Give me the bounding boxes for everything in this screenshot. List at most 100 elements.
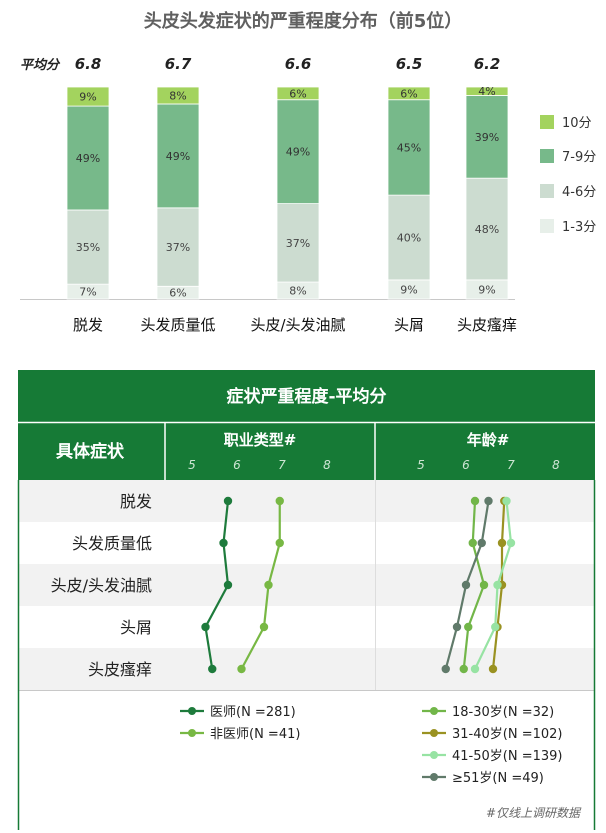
panel-title: 年龄# xyxy=(467,431,510,449)
bar-segment xyxy=(465,95,509,179)
data-label: 8% xyxy=(289,285,306,298)
header-band xyxy=(18,422,595,480)
series-point xyxy=(275,496,284,506)
series-point xyxy=(488,664,498,674)
series-point xyxy=(477,538,486,548)
series-point xyxy=(484,496,493,506)
x-tick-label: 7 xyxy=(507,458,515,472)
series-point xyxy=(470,664,480,674)
row-label: 头皮/头发油腻 xyxy=(51,576,152,595)
series-point xyxy=(223,496,233,506)
data-label: 9% xyxy=(79,91,96,104)
bar-segment xyxy=(66,209,110,285)
row-label: 脱发 xyxy=(120,492,152,511)
legend-marker xyxy=(188,729,196,737)
series-point xyxy=(201,622,210,632)
legend-marker xyxy=(430,707,438,715)
legend-label: 10分 xyxy=(562,116,592,131)
legend-label: ≥51岁(N =49) xyxy=(452,771,544,786)
legend-label: 4-6分 xyxy=(562,185,596,200)
legend-label: 1-3分 xyxy=(562,220,596,235)
data-label: 37% xyxy=(166,241,190,254)
row-label: 头发质量低 xyxy=(72,534,152,553)
title-bar xyxy=(18,370,595,422)
chart-title: 症状严重程度-平均分 xyxy=(226,386,386,407)
chart-title: 头皮头发症状的严重程度分布（前5位） xyxy=(144,10,463,32)
category-label: 头屑 xyxy=(394,316,424,334)
row-label: 头屑 xyxy=(120,618,152,637)
data-label: 7% xyxy=(79,286,96,299)
bar-segment xyxy=(156,207,200,287)
category-label: 头皮瘙痒 xyxy=(457,316,517,334)
series-point xyxy=(468,538,477,548)
average-value: 6.5 xyxy=(396,55,423,73)
bar-segment xyxy=(156,103,200,209)
bar-segment xyxy=(387,194,431,281)
series-point xyxy=(459,664,468,674)
avg-label: 平均分 xyxy=(20,57,61,73)
legend-marker xyxy=(430,729,438,737)
bar-segment xyxy=(276,203,320,283)
bar-segment xyxy=(66,86,110,107)
x-tick-label: 8 xyxy=(323,458,331,472)
series-point xyxy=(497,538,507,548)
legend-label: 非医师(N =41) xyxy=(210,727,300,742)
legend-swatch xyxy=(540,115,554,129)
legend-label: 41-50岁(N =139) xyxy=(452,749,562,764)
series-point xyxy=(502,496,511,506)
series-point xyxy=(461,580,471,590)
average-value: 6.2 xyxy=(474,55,501,73)
x-tick-label: 8 xyxy=(552,458,560,472)
data-label: 49% xyxy=(76,152,100,165)
legend-marker xyxy=(430,751,438,759)
data-label: 49% xyxy=(166,150,190,163)
data-label: 48% xyxy=(475,223,499,236)
series-point xyxy=(470,496,480,506)
row-label: 头皮瘙痒 xyxy=(88,660,152,679)
legend-marker xyxy=(188,707,196,715)
data-label: 9% xyxy=(400,283,417,296)
series-point xyxy=(208,664,217,674)
bar-segment xyxy=(465,86,509,96)
legend-label: 医师(N =281) xyxy=(210,705,296,720)
panel-title: 职业类型# xyxy=(224,431,297,449)
data-label: 6% xyxy=(289,87,306,100)
footnote: #仅线上调研数据 xyxy=(486,806,582,820)
row-header: 具体症状 xyxy=(55,441,125,462)
legend-label: 31-40岁(N =102) xyxy=(452,727,562,742)
legend-swatch xyxy=(540,149,554,163)
x-tick-label: 7 xyxy=(278,458,286,472)
bar-segment xyxy=(66,105,110,211)
data-label: 39% xyxy=(475,131,499,144)
data-label: 6% xyxy=(169,287,186,300)
series-point xyxy=(491,622,500,632)
series-point xyxy=(264,580,273,590)
series-point xyxy=(223,580,233,590)
x-tick-label: 6 xyxy=(462,458,470,472)
bar-segment xyxy=(276,86,320,101)
series-point xyxy=(479,580,489,590)
data-label: 40% xyxy=(397,232,421,245)
data-label: 9% xyxy=(478,283,495,296)
series-point xyxy=(464,622,473,632)
bar-segment xyxy=(465,177,509,281)
series-point xyxy=(441,664,450,674)
data-label: 6% xyxy=(400,87,417,100)
series-point xyxy=(275,538,284,548)
category-label: 头发质量低 xyxy=(140,316,215,334)
legend-label: 7-9分 xyxy=(562,150,596,165)
category-label: 脱发 xyxy=(73,316,103,334)
row-band xyxy=(18,648,595,690)
row-band xyxy=(18,606,595,648)
series-point xyxy=(506,538,516,548)
data-label: 35% xyxy=(76,241,100,254)
data-label: 45% xyxy=(397,141,421,154)
average-value: 6.7 xyxy=(165,55,192,73)
legend-swatch xyxy=(540,184,554,198)
series-point xyxy=(259,622,269,632)
data-label: 49% xyxy=(286,146,310,159)
legend-swatch xyxy=(540,219,554,233)
category-label: 头皮/头发油腻 xyxy=(250,316,345,334)
series-point xyxy=(493,580,502,590)
